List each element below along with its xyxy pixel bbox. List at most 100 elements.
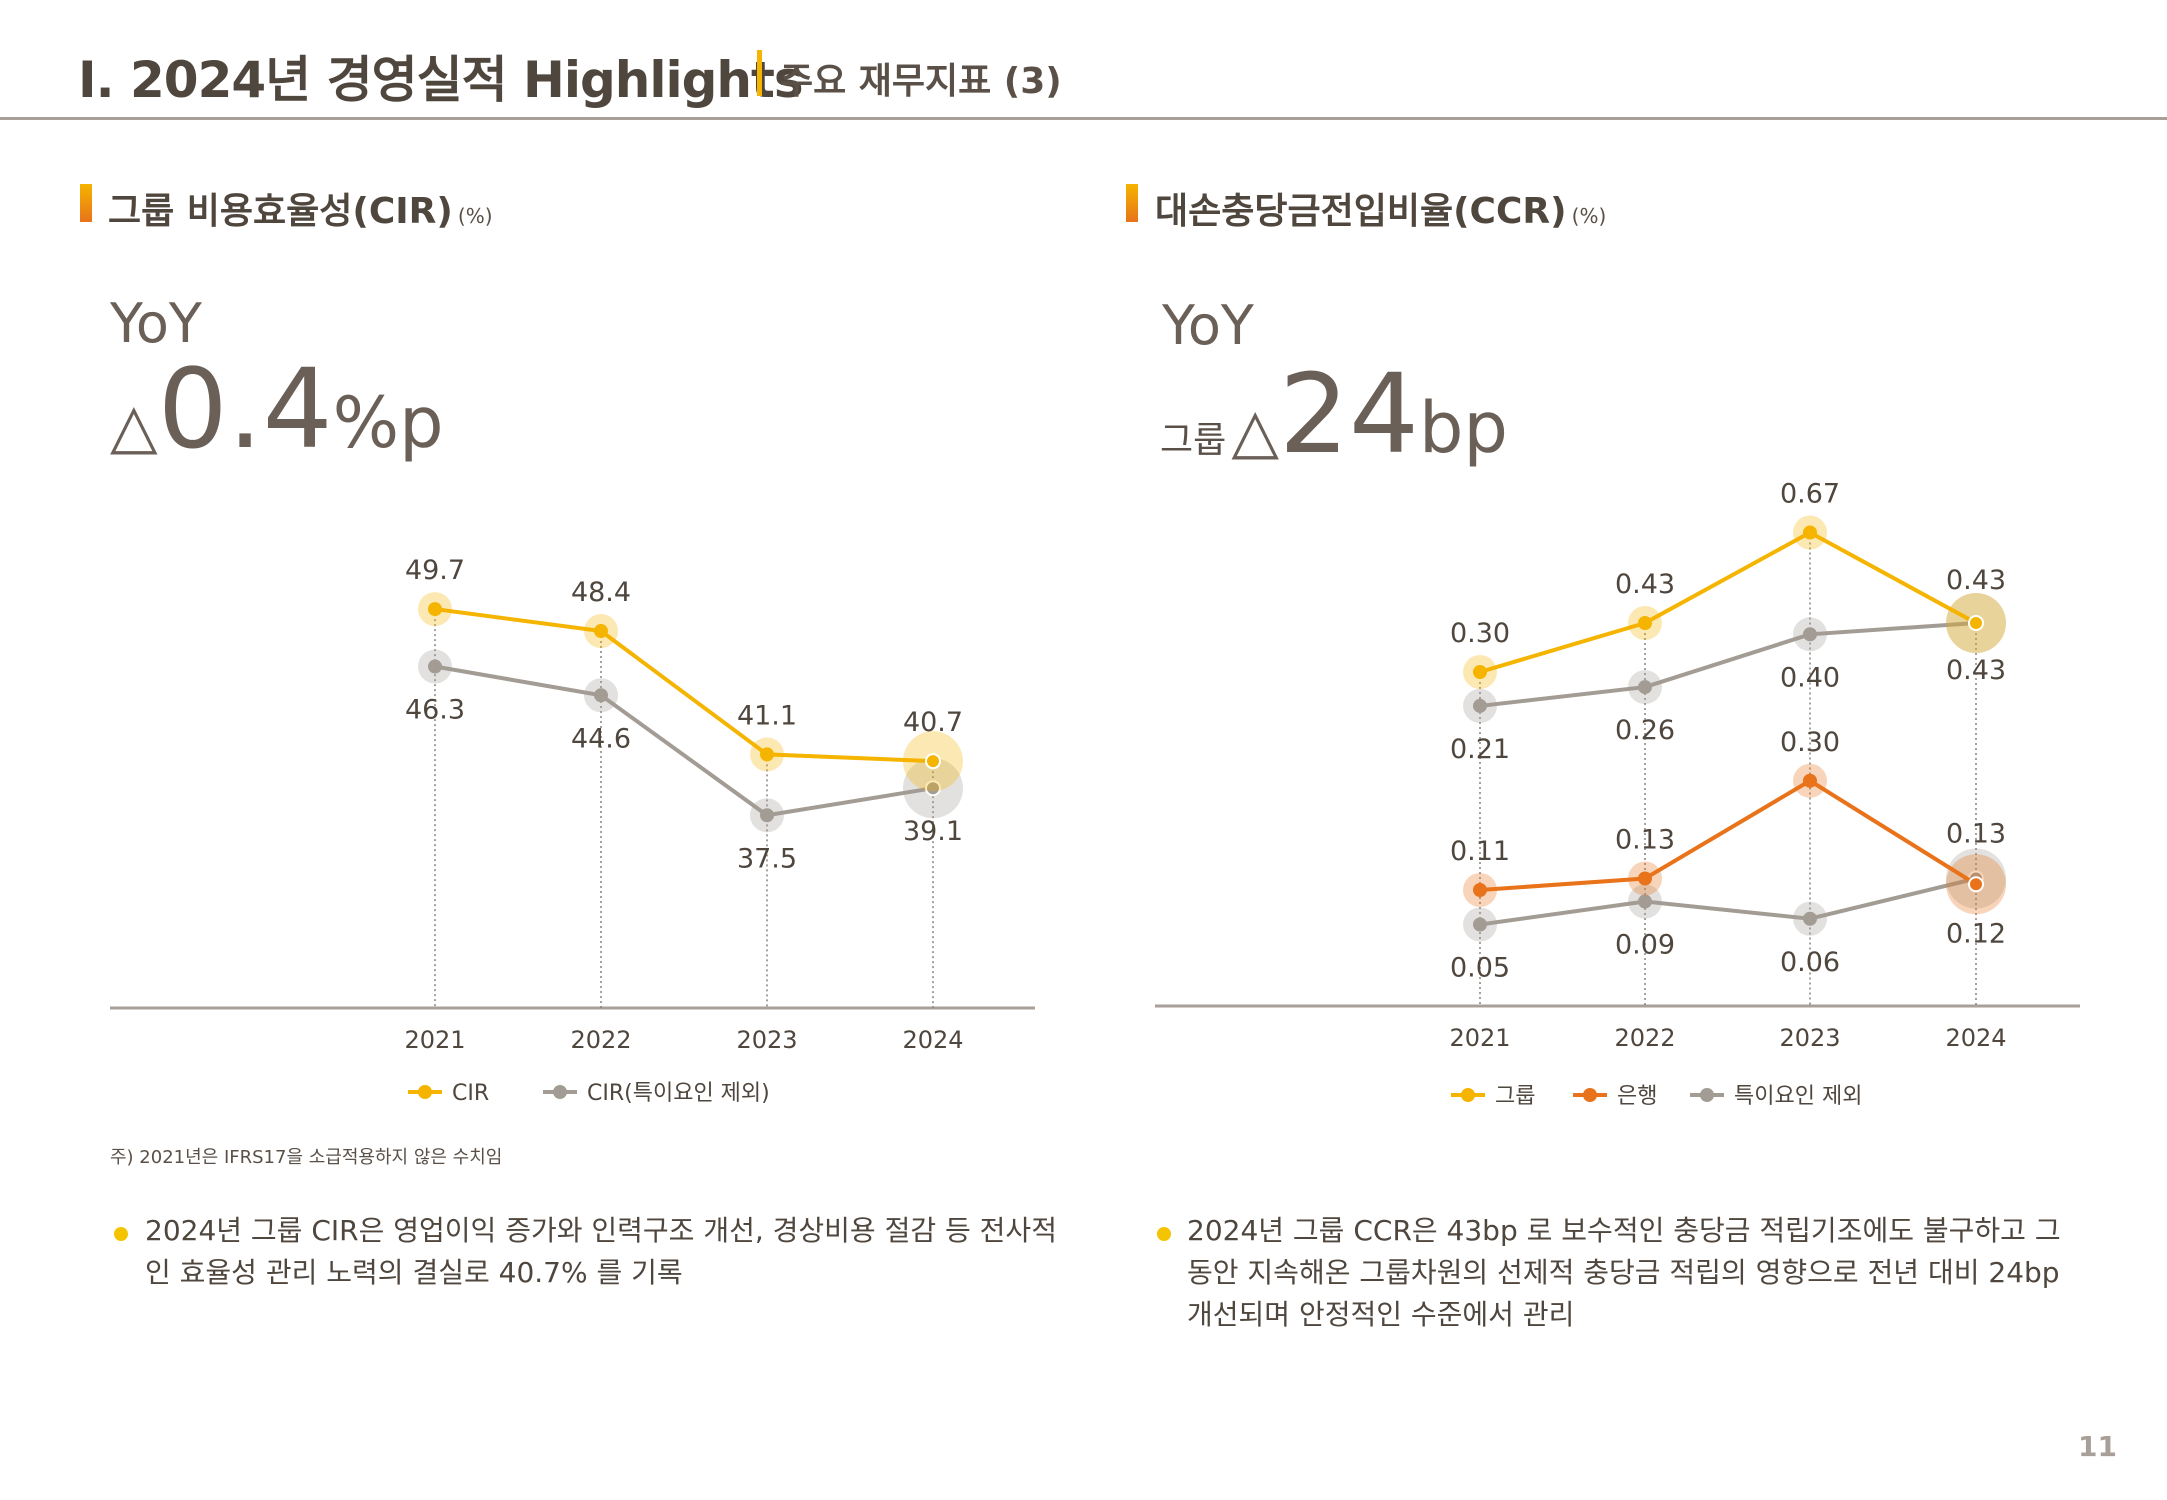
data-point bbox=[1803, 773, 1817, 788]
yoy-number: 24 bbox=[1279, 350, 1420, 478]
data-label: 44.6 bbox=[571, 723, 631, 754]
yoy-prefix: 그룹 bbox=[1160, 420, 1227, 461]
bullet-icon bbox=[114, 1227, 128, 1241]
header-rule bbox=[0, 117, 2167, 120]
series-line bbox=[434, 664, 934, 818]
ccr-yoy-value: 그룹 △24bp bbox=[1160, 350, 1508, 478]
data-label: 0.13 bbox=[1946, 819, 2006, 850]
triangle-icon: △ bbox=[1231, 394, 1280, 467]
data-label: 39.1 bbox=[903, 816, 963, 847]
series-line bbox=[434, 607, 934, 764]
data-label: 0.43 bbox=[1615, 569, 1675, 600]
data-point bbox=[1638, 894, 1652, 909]
data-point bbox=[1968, 876, 1984, 893]
legend-marker bbox=[553, 1085, 567, 1099]
data-point bbox=[1968, 614, 1984, 631]
data-point bbox=[428, 602, 442, 617]
cir-section-heading: 그룹 비용효율성(CIR) (%) bbox=[108, 182, 493, 234]
legend-marker bbox=[1461, 1088, 1475, 1102]
legend-marker bbox=[1700, 1088, 1714, 1102]
data-point bbox=[760, 808, 774, 823]
legend-marker bbox=[418, 1085, 432, 1099]
legend-label: 특이요인 제외 bbox=[1734, 1084, 1862, 1109]
data-label: 0.12 bbox=[1946, 918, 2006, 949]
page-subtitle: 주요 재무지표 (3) bbox=[780, 61, 1062, 102]
section-marker bbox=[80, 184, 92, 222]
title-divider bbox=[757, 50, 762, 96]
data-point bbox=[1473, 665, 1487, 679]
data-label: 0.43 bbox=[1946, 565, 2006, 596]
ccr-section-heading: 대손충당금전입비율(CCR) (%) bbox=[1155, 182, 1606, 234]
data-label: 0.67 bbox=[1780, 479, 1840, 510]
series-line bbox=[1479, 530, 1977, 674]
section-marker bbox=[1126, 184, 1138, 222]
yoy-label: YoY bbox=[110, 292, 202, 355]
data-point bbox=[1803, 911, 1817, 926]
data-point bbox=[1473, 883, 1487, 897]
section-title: 그룹 비용효율성(CIR) bbox=[108, 191, 453, 232]
data-label: 48.4 bbox=[571, 577, 631, 608]
data-label: 0.13 bbox=[1615, 825, 1675, 856]
data-point bbox=[1473, 698, 1487, 713]
data-point bbox=[1803, 627, 1817, 642]
data-point bbox=[1638, 871, 1652, 886]
page-number: 11 bbox=[2078, 1430, 2117, 1463]
legend-label: 그룹 bbox=[1495, 1084, 1535, 1109]
x-tick-label: 2021 bbox=[1449, 1024, 1510, 1052]
data-point bbox=[1803, 525, 1817, 540]
data-label: 0.05 bbox=[1450, 953, 1510, 984]
legend-marker bbox=[1583, 1088, 1597, 1102]
data-point bbox=[925, 753, 941, 770]
cir-comment: 2024년 그룹 CIR은 영업이익 증가와 인력구조 개선, 경상비용 절감 … bbox=[145, 1214, 1057, 1289]
data-point bbox=[1473, 917, 1487, 932]
data-label: 0.30 bbox=[1450, 618, 1510, 649]
data-point bbox=[1638, 615, 1652, 630]
x-tick-label: 2024 bbox=[902, 1026, 963, 1054]
x-tick-label: 2023 bbox=[736, 1026, 797, 1054]
series-line bbox=[1479, 778, 1978, 892]
section-title: 대손충당금전입비율(CCR) bbox=[1155, 191, 1567, 232]
data-label: 0.40 bbox=[1780, 662, 1840, 693]
data-label: 40.7 bbox=[903, 707, 963, 738]
data-label: 0.06 bbox=[1780, 947, 1840, 978]
data-label: 0.09 bbox=[1615, 930, 1675, 961]
data-label: 37.5 bbox=[737, 843, 797, 874]
legend-label: CIR(특이요인 제외) bbox=[587, 1081, 770, 1106]
data-point bbox=[760, 747, 774, 762]
unit-label: (%) bbox=[457, 204, 493, 228]
x-tick-label: 2021 bbox=[404, 1026, 465, 1054]
data-label: 0.26 bbox=[1615, 715, 1675, 746]
data-point bbox=[594, 624, 608, 639]
data-label: 49.7 bbox=[405, 555, 465, 586]
data-label: 46.3 bbox=[405, 695, 465, 726]
yoy-unit: %p bbox=[332, 382, 444, 464]
triangle-icon: △ bbox=[110, 389, 158, 462]
data-point bbox=[428, 659, 442, 674]
bullet-icon bbox=[1157, 1227, 1171, 1241]
data-label: 41.1 bbox=[737, 700, 797, 731]
x-tick-label: 2022 bbox=[1614, 1024, 1675, 1052]
yoy-label: YoY bbox=[1162, 294, 1254, 357]
legend-label: CIR bbox=[452, 1081, 489, 1106]
page-title: I. 2024년 경영실적 Highlights bbox=[78, 51, 804, 109]
series-line bbox=[1479, 620, 1977, 708]
data-label: 0.30 bbox=[1780, 727, 1840, 758]
x-tick-label: 2024 bbox=[1945, 1024, 2006, 1052]
ccr-comment: 2024년 그룹 CCR은 43bp 로 보수적인 충당금 적립기조에도 불구하… bbox=[1187, 1214, 2061, 1331]
data-label: 0.21 bbox=[1450, 734, 1510, 765]
data-point bbox=[594, 688, 608, 703]
unit-label: (%) bbox=[1571, 204, 1607, 228]
x-tick-label: 2023 bbox=[1779, 1024, 1840, 1052]
data-point bbox=[1638, 680, 1652, 695]
footnote: 주) 2021년은 IFRS17을 소급적용하지 않은 수치임 bbox=[110, 1147, 503, 1168]
x-tick-label: 2022 bbox=[570, 1026, 631, 1054]
data-label: 0.11 bbox=[1450, 836, 1510, 867]
yoy-number: 0.4 bbox=[157, 345, 333, 473]
series-line bbox=[1479, 876, 1977, 927]
legend-label: 은행 bbox=[1617, 1084, 1657, 1109]
yoy-unit: bp bbox=[1419, 387, 1508, 469]
data-point bbox=[925, 780, 941, 797]
data-label: 0.43 bbox=[1946, 655, 2006, 686]
